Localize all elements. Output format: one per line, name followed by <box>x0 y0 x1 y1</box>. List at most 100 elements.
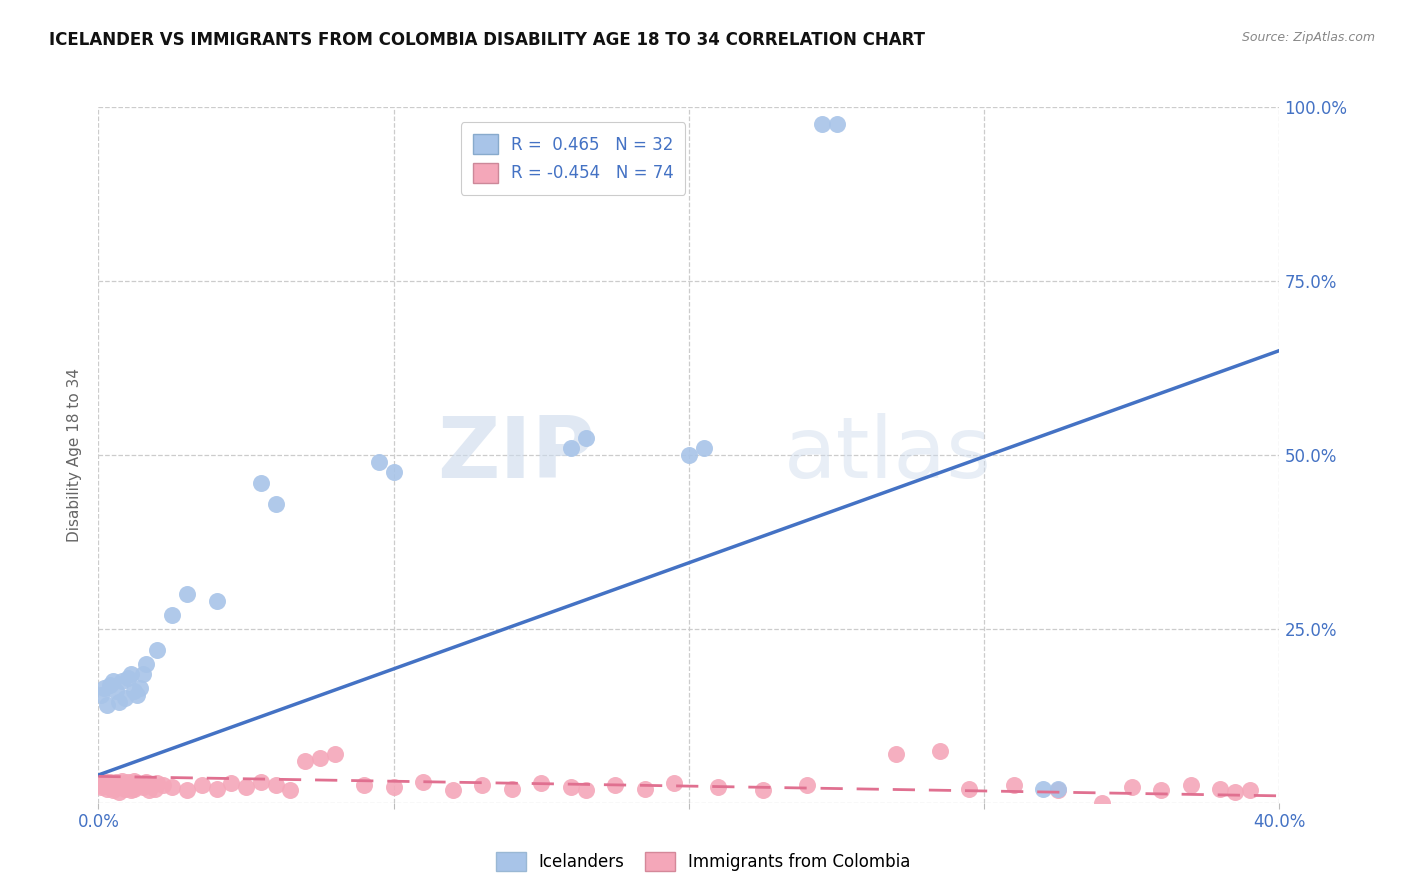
Point <box>103 674 125 689</box>
Point <box>117 775 139 789</box>
Point <box>191 778 214 792</box>
Legend: Icelanders, Immigrants from Colombia: Icelanders, Immigrants from Colombia <box>488 843 918 880</box>
Point <box>959 781 981 796</box>
Point <box>294 754 316 768</box>
Point <box>825 117 848 131</box>
Point <box>501 781 523 796</box>
Point <box>114 691 136 706</box>
Point <box>87 778 110 792</box>
Point <box>108 695 131 709</box>
Y-axis label: Disability Age 18 to 34: Disability Age 18 to 34 <box>67 368 83 542</box>
Point <box>111 674 134 689</box>
Point <box>93 681 115 695</box>
Point <box>120 783 142 797</box>
Point <box>574 783 596 797</box>
Point <box>1046 781 1069 796</box>
Point <box>90 776 112 790</box>
Point <box>1209 781 1232 796</box>
Text: ICELANDER VS IMMIGRANTS FROM COLOMBIA DISABILITY AGE 18 TO 34 CORRELATION CHART: ICELANDER VS IMMIGRANTS FROM COLOMBIA DI… <box>49 31 925 49</box>
Point <box>471 778 494 792</box>
Point <box>250 475 273 490</box>
Point <box>138 783 160 797</box>
Point <box>264 778 287 792</box>
Point <box>560 780 582 795</box>
Point <box>146 776 169 790</box>
Point <box>152 778 174 792</box>
Point <box>90 780 112 795</box>
Text: atlas: atlas <box>783 413 991 497</box>
Point <box>98 778 121 792</box>
Point <box>1002 778 1025 792</box>
Point <box>111 773 134 788</box>
Point <box>707 780 730 795</box>
Point <box>664 776 686 790</box>
Point <box>114 781 136 796</box>
Point <box>1150 783 1173 797</box>
Point <box>1032 781 1054 796</box>
Point <box>250 775 273 789</box>
Point <box>1046 783 1069 797</box>
Point <box>1121 780 1143 795</box>
Point <box>141 778 163 792</box>
Point <box>114 776 136 790</box>
Point <box>125 776 148 790</box>
Point <box>108 785 131 799</box>
Point <box>162 607 183 622</box>
Point <box>219 776 242 790</box>
Point <box>162 780 183 795</box>
Legend: R =  0.465   N = 32, R = -0.454   N = 74: R = 0.465 N = 32, R = -0.454 N = 74 <box>461 122 686 194</box>
Point <box>98 677 121 691</box>
Point <box>884 747 907 761</box>
Point <box>353 778 375 792</box>
Point <box>93 778 115 792</box>
Text: Source: ZipAtlas.com: Source: ZipAtlas.com <box>1241 31 1375 45</box>
Point <box>205 781 228 796</box>
Point <box>96 776 118 790</box>
Point <box>87 775 110 789</box>
Point <box>132 667 155 681</box>
Point <box>111 778 134 792</box>
Point <box>605 778 627 792</box>
Point <box>135 775 157 789</box>
Point <box>120 667 142 681</box>
Point <box>235 780 257 795</box>
Point <box>796 778 818 792</box>
Point <box>810 117 832 131</box>
Point <box>103 783 125 797</box>
Point <box>120 778 142 792</box>
Point <box>560 441 582 455</box>
Point <box>105 684 128 698</box>
Point <box>751 783 773 797</box>
Point <box>122 773 145 788</box>
Point <box>441 783 464 797</box>
Point <box>128 681 150 695</box>
Point <box>146 642 169 657</box>
Point <box>323 747 346 761</box>
Point <box>143 781 166 796</box>
Point <box>96 698 118 713</box>
Text: ZIP: ZIP <box>437 413 595 497</box>
Point <box>117 780 139 795</box>
Point <box>122 781 145 796</box>
Point <box>382 780 405 795</box>
Point <box>1223 785 1246 799</box>
Point <box>205 594 228 608</box>
Point <box>633 781 655 796</box>
Point <box>412 775 434 789</box>
Point <box>90 688 112 702</box>
Point <box>574 431 596 445</box>
Point <box>176 783 198 797</box>
Point <box>108 776 131 790</box>
Point <box>928 744 950 758</box>
Point <box>132 780 155 795</box>
Point <box>93 773 115 788</box>
Point <box>1239 783 1261 797</box>
Point <box>264 497 287 511</box>
Point <box>117 671 139 685</box>
Point <box>530 776 553 790</box>
Point <box>96 781 118 796</box>
Point <box>693 441 716 455</box>
Point <box>678 448 700 462</box>
Point <box>125 688 148 702</box>
Point <box>105 775 128 789</box>
